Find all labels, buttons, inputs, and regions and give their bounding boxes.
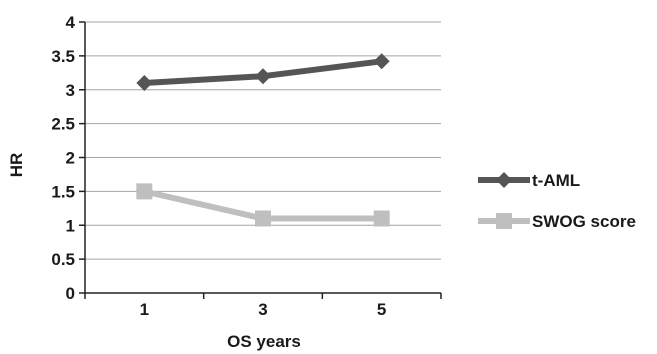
x-tick-label: 3 — [258, 300, 267, 319]
data-point — [255, 68, 271, 85]
x-axis-ticks: 1 3 5 — [84, 293, 442, 319]
x-tick-label: 5 — [377, 300, 386, 319]
legend-marker — [496, 172, 512, 188]
data-point — [255, 210, 271, 227]
y-axis-title: HR — [7, 153, 26, 178]
y-tick-label: 3 — [66, 81, 75, 100]
y-tick-label: 2.5 — [51, 115, 75, 134]
y-axis-ticks: 0 0.5 1 1.5 2 2.5 3 3.5 4 — [51, 13, 85, 303]
y-tick-label: 3.5 — [51, 47, 75, 66]
x-tick-label: 1 — [140, 300, 149, 319]
y-tick-label: 1 — [66, 216, 75, 235]
legend-marker — [496, 213, 512, 229]
y-tick-label: 1.5 — [51, 182, 75, 201]
chart-legend: t-AML SWOG score — [478, 171, 636, 231]
data-point — [373, 53, 390, 70]
y-tick-label: 2 — [66, 149, 75, 168]
legend-label: t-AML — [532, 171, 580, 190]
data-point — [373, 210, 390, 227]
x-axis-title: OS years — [227, 332, 301, 351]
y-tick-label: 4 — [66, 13, 76, 32]
y-tick-label: 0 — [66, 284, 75, 303]
data-point — [136, 74, 153, 91]
y-tick-label: 0.5 — [51, 250, 75, 269]
legend-label: SWOG score — [532, 212, 636, 231]
data-point — [136, 183, 153, 200]
chart-series — [136, 53, 390, 227]
